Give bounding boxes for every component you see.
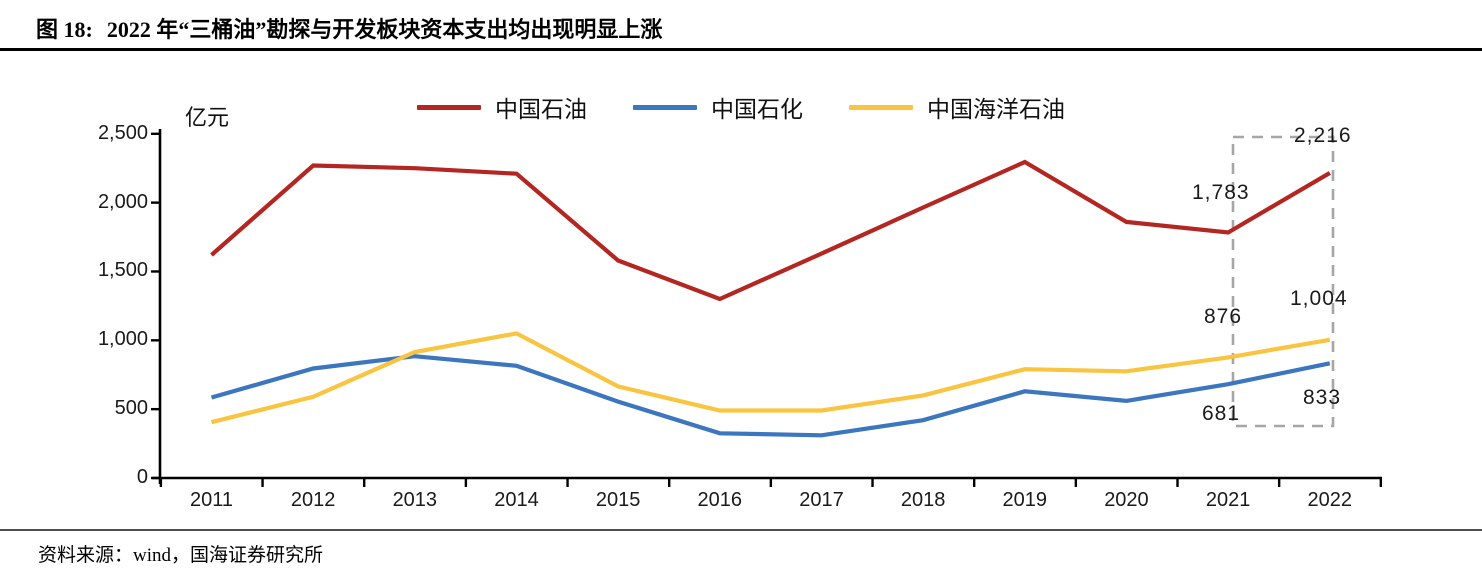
data-label-2022: 833 bbox=[1303, 386, 1342, 409]
x-tick-label: 2011 bbox=[189, 489, 233, 511]
series-line-0 bbox=[210, 159, 1331, 302]
x-tick-label: 2017 bbox=[799, 489, 844, 511]
legend-label: 中国石化 bbox=[711, 97, 803, 123]
data-label-2022: 2,216 bbox=[1294, 124, 1352, 147]
figure-header: 图 18: 2022 年“三桶油”勘探与开发板块资本支出均出现明显上涨 bbox=[36, 12, 662, 44]
title-divider bbox=[0, 48, 1482, 51]
y-tick-label: 1,000 bbox=[97, 328, 148, 351]
legend-label: 中国海洋石油 bbox=[927, 97, 1065, 123]
x-tick-label: 2014 bbox=[494, 489, 539, 511]
legend-item-cnooc: 中国海洋石油 bbox=[849, 90, 1065, 124]
y-tick-label: 2,500 bbox=[97, 121, 148, 144]
legend-item-petrochina: 中国石油 bbox=[417, 90, 587, 124]
legend-line-swatch-yellow bbox=[849, 104, 913, 110]
x-tick-label: 2021 bbox=[1205, 489, 1251, 511]
data-label-2021: 876 bbox=[1204, 305, 1243, 328]
data-label-2022: 1,004 bbox=[1290, 287, 1348, 310]
y-tick-label: 0 bbox=[136, 466, 148, 488]
x-tick-label: 2020 bbox=[1104, 489, 1149, 511]
series-line-2 bbox=[210, 331, 1331, 425]
y-axis-unit-label: 亿元 bbox=[185, 106, 230, 131]
x-tick-label: 2019 bbox=[1002, 489, 1048, 511]
x-tick-label: 2015 bbox=[595, 489, 641, 511]
y-tick-label: 500 bbox=[114, 397, 148, 420]
data-label-2021: 681 bbox=[1202, 402, 1241, 425]
legend-line-swatch-red bbox=[417, 104, 481, 110]
y-tick-label: 1,500 bbox=[97, 259, 148, 282]
x-tick-label: 2012 bbox=[290, 489, 336, 511]
legend-line-swatch-blue bbox=[633, 104, 697, 110]
data-label-2021: 1,783 bbox=[1192, 181, 1250, 204]
x-tick-label: 2016 bbox=[697, 489, 743, 511]
legend-item-sinopec: 中国石化 bbox=[633, 90, 803, 124]
x-tick-label: 2018 bbox=[900, 489, 946, 511]
highlight-box bbox=[1231, 135, 1335, 428]
chart-legend: 中国石油 中国石化 中国海洋石油 bbox=[0, 90, 1482, 124]
figure-title: 2022 年“三桶油”勘探与开发板块资本支出均出现明显上涨 bbox=[106, 17, 663, 42]
x-tick-label: 2013 bbox=[392, 489, 438, 511]
source-note: 资料来源：wind，国海证券研究所 bbox=[38, 545, 324, 566]
figure-number: 图 18: bbox=[36, 17, 93, 42]
footer-divider bbox=[0, 529, 1482, 531]
legend-label: 中国石油 bbox=[495, 97, 587, 123]
x-tick-label: 2022 bbox=[1307, 489, 1353, 511]
y-tick-label: 2,000 bbox=[97, 190, 148, 213]
